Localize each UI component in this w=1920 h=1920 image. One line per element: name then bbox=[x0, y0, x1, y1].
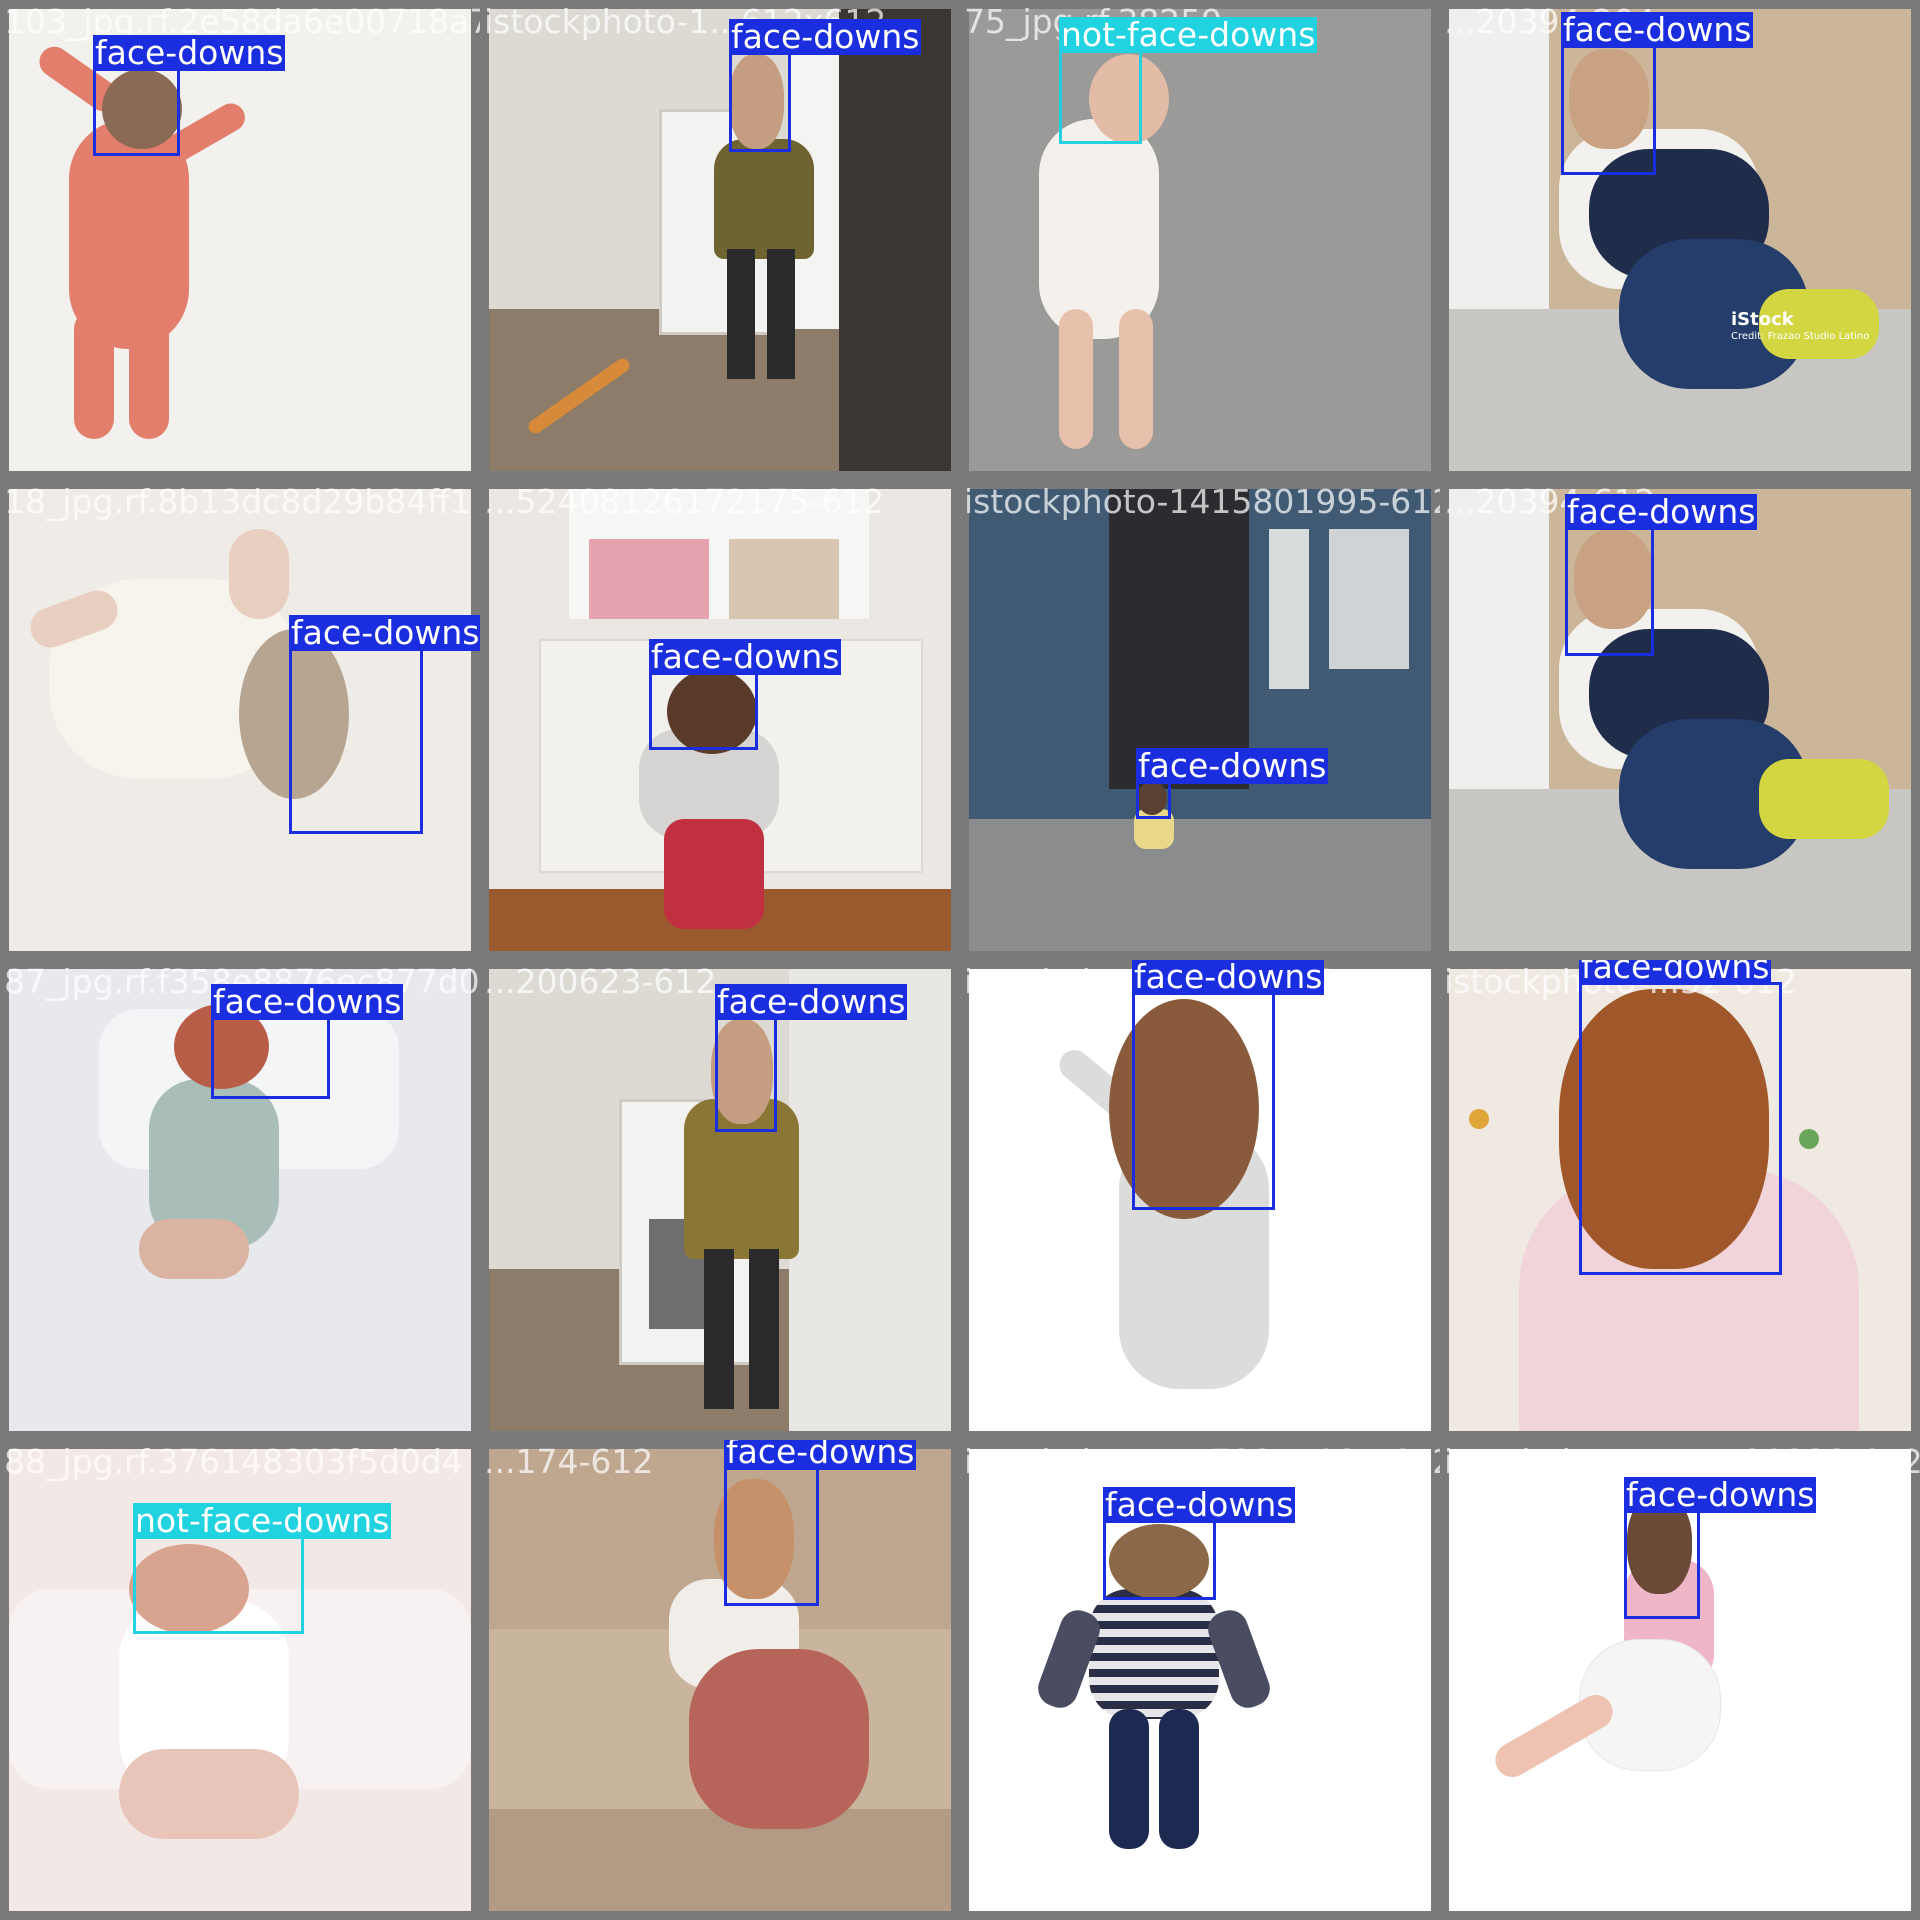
tile-photo bbox=[489, 1449, 951, 1911]
detection-box: face-downs bbox=[729, 19, 922, 152]
tile: istockphoto-...52-612 face-downs bbox=[1440, 960, 1920, 1440]
tile: 103_jpg.rf.2e58da6e00718a7f3dcbf78eaf fa… bbox=[0, 0, 480, 480]
tile: ...20394-612 face-downs bbox=[1440, 480, 1920, 960]
detection-label: face-downs bbox=[1579, 960, 1772, 985]
detection-label: face-downs bbox=[649, 637, 842, 676]
detection-box: face-downs bbox=[1136, 748, 1329, 819]
detection-label: face-downs bbox=[289, 613, 480, 652]
detection-box: face-downs bbox=[1103, 1487, 1296, 1600]
tile-filename: istockphoto-1...5429333-612 bbox=[1444, 1442, 1920, 1481]
tile-photo bbox=[969, 489, 1431, 951]
tile-photo bbox=[969, 969, 1431, 1431]
tile: ...52408126172175-612 face-downs bbox=[480, 480, 960, 960]
tile-photo: iStock Credit: Frazao Studio Latino bbox=[1449, 9, 1911, 471]
tile-filename: ...174-612 bbox=[484, 1442, 654, 1481]
tile-photo bbox=[9, 1449, 471, 1911]
detection-box: face-downs bbox=[93, 35, 286, 156]
tile-filename: 103_jpg.rf.2e58da6e00718a7f3dcbf78eaf bbox=[4, 2, 480, 41]
tile-photo bbox=[1449, 489, 1911, 951]
tile: istockphoto-1415801995-612x6 face-downs bbox=[960, 480, 1440, 960]
detection-label: face-downs bbox=[1561, 10, 1754, 49]
detection-label: not-face-downs bbox=[133, 1501, 392, 1540]
tile-photo bbox=[489, 489, 951, 951]
tile-photo bbox=[1449, 1449, 1911, 1911]
tile-filename: ...52408126172175-612 bbox=[484, 482, 885, 521]
tile: 87_jpg.rf.f358e8876ec877d0 face-downs bbox=[0, 960, 480, 1440]
tile-photo bbox=[489, 969, 951, 1431]
detection-box: face-downs bbox=[1565, 494, 1758, 656]
detection-box: face-downs bbox=[715, 984, 908, 1132]
tile: istockphoto-1...5429333-612 face-downs bbox=[1440, 1440, 1920, 1920]
detection-label: face-downs bbox=[1565, 492, 1758, 531]
tile-filename: ...200623-612 bbox=[484, 962, 717, 1001]
istock-watermark: iStock bbox=[1731, 309, 1794, 330]
detection-label: face-downs bbox=[724, 1440, 917, 1470]
tile-filename: 18_jpg.rf.8b13dc8d29b84ff1 bbox=[4, 482, 471, 521]
tile: 75_jpg.rf.38259... not-face-downs bbox=[960, 0, 1440, 480]
detection-label: face-downs bbox=[1132, 960, 1325, 996]
tile: istockphoto-1...612x612 face-downs bbox=[480, 0, 960, 480]
tile: ...200623-612 face-downs bbox=[480, 960, 960, 1440]
detection-box: face-downs bbox=[1132, 960, 1325, 1210]
tile: 88_jpg.rf.376148303f5d0d4 not-face-downs bbox=[0, 1440, 480, 1920]
detection-label: face-downs bbox=[211, 982, 404, 1021]
detection-box: face-downs bbox=[1624, 1477, 1817, 1619]
detection-box: face-downs bbox=[1579, 960, 1782, 1275]
tile-photo bbox=[9, 489, 471, 951]
tile-filename: 88_jpg.rf.376148303f5d0d4 bbox=[4, 1442, 463, 1481]
detection-label: face-downs bbox=[93, 33, 286, 72]
tile-photo bbox=[489, 9, 951, 471]
detection-label: face-downs bbox=[729, 17, 922, 56]
detection-box: not-face-downs bbox=[1059, 17, 1318, 144]
detection-box: face-downs bbox=[1561, 12, 1754, 175]
istock-credit: Credit: Frazao Studio Latino bbox=[1731, 331, 1870, 342]
tile: 18_jpg.rf.8b13dc8d29b84ff1 face-downs bbox=[0, 480, 480, 960]
detection-box: face-downs bbox=[649, 639, 842, 750]
detection-box: face-downs bbox=[289, 615, 480, 834]
tile: ...174-612 face-downs bbox=[480, 1440, 960, 1920]
tile: istockphoto-1472351081-612 face-downs bbox=[960, 1440, 1440, 1920]
detection-box: not-face-downs bbox=[133, 1503, 392, 1634]
detection-label: face-downs bbox=[1103, 1485, 1296, 1524]
detection-box: face-downs bbox=[724, 1440, 917, 1606]
detection-label: face-downs bbox=[715, 982, 908, 1021]
tile-filename: istockphoto-1415801995-612x6 bbox=[964, 482, 1440, 521]
detection-label: face-downs bbox=[1624, 1475, 1817, 1514]
tile-photo bbox=[969, 1449, 1431, 1911]
tile: istockphoto-...951-612 face-downs bbox=[960, 960, 1440, 1440]
tile-photo bbox=[9, 969, 471, 1431]
tile-photo bbox=[969, 9, 1431, 471]
tile-photo bbox=[1449, 969, 1911, 1431]
tile-photo bbox=[9, 9, 471, 471]
detection-label: not-face-downs bbox=[1059, 15, 1318, 54]
tile: iStock Credit: Frazao Studio Latino ...2… bbox=[1440, 0, 1920, 480]
detection-box: face-downs bbox=[211, 984, 404, 1099]
detection-label: face-downs bbox=[1136, 746, 1329, 785]
tile-filename: istockphoto-1472351081-612 bbox=[964, 1442, 1440, 1481]
